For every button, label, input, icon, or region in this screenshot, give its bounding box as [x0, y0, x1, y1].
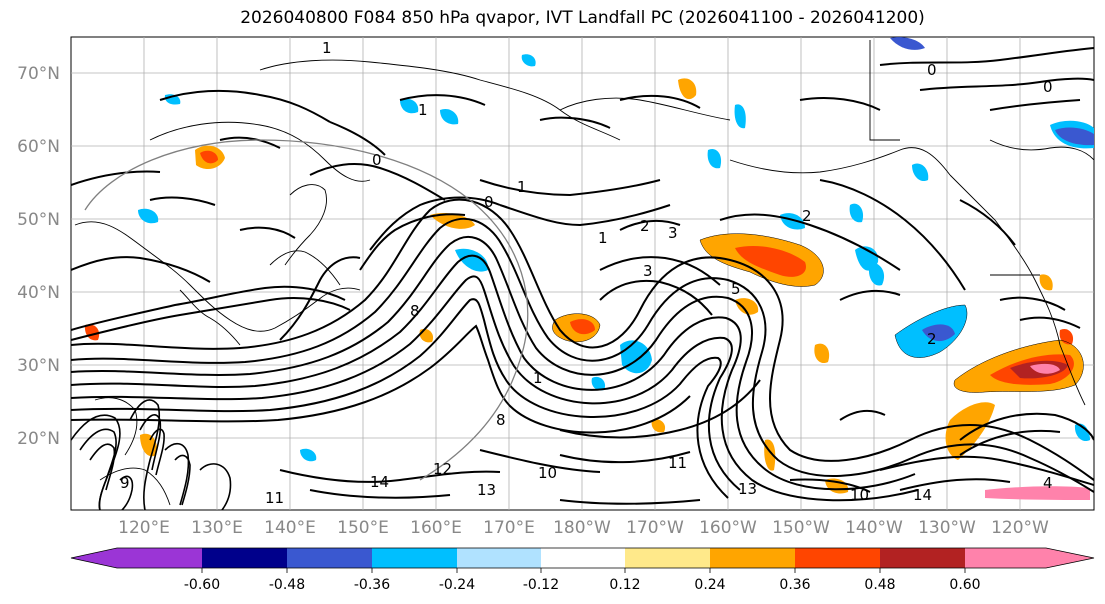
contour-label: 8 [410, 302, 420, 320]
ivt-contours [71, 47, 1094, 505]
lon-tick-label: 150°E [337, 518, 389, 538]
contour-labels: 1 0 0 1 2 3 1 2 3 5 8 1 8 10 11 12 13 14… [120, 39, 1053, 507]
contour-label: 10 [850, 486, 869, 504]
map-title: 2026040800 F084 850 hPa qvapor, IVT Land… [240, 8, 925, 28]
colorbar-tick-label: 0.60 [949, 577, 980, 593]
lat-tick-label: 60°N [17, 137, 60, 157]
contour-label: 2 [640, 217, 650, 235]
contour-label: 8 [496, 411, 506, 429]
contour-label: 4 [1043, 474, 1053, 492]
lat-tick-label: 20°N [17, 429, 60, 449]
colorbar-under-extension [71, 548, 118, 568]
dense-contours-sw [71, 399, 232, 510]
colorbar-segment [117, 548, 203, 568]
contour-label: 13 [738, 480, 757, 498]
contour-label: 1 [517, 178, 527, 196]
colorbar-tick-label: 0.24 [694, 577, 725, 593]
map-panel [70, 36, 1095, 511]
lon-tick-label: 140°W [845, 518, 903, 538]
contour-label: 1 [322, 39, 332, 57]
contour-label: 9 [120, 474, 130, 492]
colorbar-tick-label: -0.36 [354, 577, 390, 593]
contour-label: 2 [927, 330, 937, 348]
colorbar-over-extension [1046, 548, 1094, 568]
contour-label: 0 [1043, 78, 1053, 96]
lon-tick-label: 150°W [772, 518, 830, 538]
contour-label: 0 [927, 61, 937, 79]
contour-label: 11 [265, 489, 284, 507]
contour-label: 1 [598, 229, 608, 247]
contour-label: 13 [477, 481, 496, 499]
graticule [71, 37, 1094, 510]
colorbar-tick-label: -0.24 [439, 577, 475, 593]
lon-tick-label: 170°E [483, 518, 535, 538]
contour-label: 10 [538, 464, 557, 482]
colorbar-tick-label: 0.12 [609, 577, 640, 593]
colorbar-tick-label: 0.36 [779, 577, 810, 593]
colorbar-segment [795, 548, 881, 568]
colorbar-ticks [201, 568, 966, 573]
colorbar-segment [457, 548, 543, 568]
lon-tick-label: 130°W [918, 518, 976, 538]
contour-label: 1 [533, 369, 543, 387]
lon-tick-label: 140°E [264, 518, 316, 538]
lon-tick-label: 180°W [553, 518, 611, 538]
contour-label: 14 [370, 473, 389, 491]
colorbar-segment [541, 548, 626, 568]
colorbar-segment [287, 548, 373, 568]
colorbar-segment [710, 548, 796, 568]
lon-tick-label: 160°E [410, 518, 462, 538]
colorbar-segment [880, 548, 966, 568]
contour-label: 14 [913, 486, 932, 504]
lat-tick-label: 50°N [17, 210, 60, 230]
lat-tick-label: 40°N [17, 283, 60, 303]
colorbar-tick-label: -0.60 [184, 577, 220, 593]
colorbar-tick-label: -0.12 [523, 577, 559, 593]
contour-label: 2 [802, 207, 812, 225]
latitude-axis: 70°N 60°N 50°N 40°N 30°N 20°N [17, 64, 60, 449]
lon-tick-label: 120°W [991, 518, 1049, 538]
longitude-axis: 120°E 130°E 140°E 150°E 160°E 170°E 180°… [118, 518, 1049, 538]
contour-label: 3 [668, 224, 678, 242]
colorbar-tick-label: 0.48 [864, 577, 895, 593]
contour-label: 0 [372, 151, 382, 169]
colorbar-segment [202, 548, 288, 568]
contour-label: 3 [643, 262, 653, 280]
colorbar-segment [625, 548, 711, 568]
lat-tick-label: 30°N [17, 356, 60, 376]
lon-tick-label: 120°E [118, 518, 170, 538]
contour-label: 0 [484, 193, 494, 211]
region-arc [84, 139, 529, 481]
colorbar-segment [965, 548, 1047, 568]
contour-label: 1 [418, 101, 428, 119]
lat-tick-label: 70°N [17, 64, 60, 84]
contour-label: 5 [731, 280, 741, 298]
lon-tick-label: 170°W [626, 518, 684, 538]
colorbar-tick-label: -0.48 [269, 577, 305, 593]
shading-outlines [552, 233, 1084, 393]
lon-tick-label: 160°W [699, 518, 757, 538]
contour-label: 11 [668, 454, 687, 472]
colorbar-outline [70, 547, 1095, 569]
contour-label: 12 [433, 460, 452, 478]
lon-tick-label: 130°E [191, 518, 243, 538]
colorbar-segment [372, 548, 458, 568]
colorbar: -0.60 -0.48 -0.36 -0.24 -0.12 0.12 0.24 … [70, 547, 1095, 593]
